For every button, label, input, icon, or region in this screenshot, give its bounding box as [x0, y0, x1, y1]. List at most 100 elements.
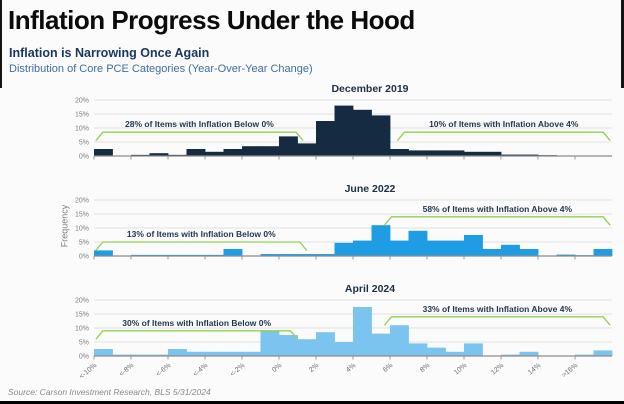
- bar: [168, 349, 187, 356]
- bar: [464, 235, 483, 256]
- x-tick-label: <-8%: [118, 362, 135, 378]
- y-tick-label: 20%: [75, 198, 89, 205]
- bar: [519, 249, 539, 256]
- y-tick-label: 15%: [75, 212, 89, 219]
- chart-panel: June 2022 0% 5% 10% 15% 20% 13% of Items with …: [58, 183, 618, 269]
- bar: [408, 150, 428, 156]
- bar: [593, 350, 613, 356]
- chart-description: Distribution of Core PCE Categories (Yea…: [9, 63, 313, 75]
- annotation-bracket: [95, 241, 308, 251]
- annotation-bracket: [383, 316, 611, 326]
- bar: [316, 121, 335, 156]
- x-tick-label: 2%: [308, 362, 320, 374]
- bar: [353, 240, 372, 256]
- y-tick-label: 5%: [79, 140, 89, 147]
- bar: [112, 354, 132, 356]
- bar: [556, 254, 576, 256]
- x-tick-label: <-4%: [192, 362, 209, 378]
- annotation-label: 33% of Items with Inflation Above 4%: [423, 304, 573, 314]
- bar: [575, 354, 594, 356]
- left-edge-artifact: [0, 0, 2, 88]
- bar: [464, 343, 483, 356]
- bar: [297, 339, 317, 356]
- chart-panel: April 2024 0% 5% 10% 15% 20% <-10% <-8% <-6% <-4%…: [58, 283, 618, 401]
- bar: [260, 146, 280, 156]
- x-tick-label: 4%: [345, 362, 357, 374]
- x-tick-label: 14%: [527, 362, 542, 376]
- bottom-edge-artifact: [0, 401, 624, 404]
- bar: [445, 240, 465, 256]
- bar: [149, 153, 169, 156]
- y-tick-label: 20%: [75, 298, 89, 305]
- bar: [353, 109, 372, 156]
- y-tick-label: 20%: [75, 98, 89, 105]
- bar: [223, 249, 243, 256]
- annotation-bracket: [95, 131, 304, 142]
- bar: [205, 151, 224, 156]
- y-tick-label: 10%: [75, 326, 89, 333]
- bar: [94, 349, 113, 356]
- y-tick-label: 0%: [79, 254, 89, 261]
- bar: [408, 343, 428, 356]
- bar: [445, 351, 465, 356]
- panel-title: June 2022: [344, 183, 396, 195]
- bar: [242, 146, 261, 156]
- bar: [427, 150, 446, 156]
- bar: [482, 151, 502, 156]
- bar: [316, 332, 335, 356]
- y-tick-label: 15%: [75, 312, 89, 319]
- annotation-label: 30% of Items with Inflation Below 0%: [122, 318, 271, 328]
- histogram-december-2019: 0% 5% 10% 15% 20% 28% of Items with Inflation…: [75, 98, 612, 161]
- panel-title: December 2019: [331, 83, 409, 95]
- bar: [501, 354, 520, 356]
- bar: [390, 240, 409, 256]
- x-tick-label: >16%: [561, 362, 579, 379]
- bar: [371, 225, 391, 256]
- x-tick-label: 0%: [271, 362, 283, 374]
- bar: [427, 240, 446, 256]
- annotation-label: 10% of Items with Inflation Above 4%: [429, 119, 579, 129]
- bar: [334, 105, 354, 156]
- bar: [353, 307, 372, 356]
- bar: [334, 342, 354, 356]
- bar: [223, 149, 243, 156]
- bar: [186, 149, 206, 156]
- x-tick-label: 6%: [382, 362, 394, 374]
- bar: [464, 151, 483, 156]
- bar: [260, 330, 280, 356]
- bar: [519, 154, 539, 156]
- annotation-label: 58% of Items with Inflation Above 4%: [423, 204, 573, 214]
- annotation-label: 13% of Items with Inflation Below 0%: [127, 229, 276, 239]
- bar: [316, 254, 335, 256]
- x-tick-label: 8%: [419, 362, 431, 374]
- bar: [223, 351, 243, 356]
- bar: [482, 249, 502, 256]
- y-tick-label: 15%: [75, 112, 89, 119]
- annotation-bracket: [383, 216, 611, 226]
- panel-title: April 2024: [344, 283, 396, 295]
- bar: [94, 149, 113, 156]
- right-edge-artifact: [621, 0, 624, 88]
- histogram-june-2022: 0% 5% 10% 15% 20% 13% of Items with Inflation…: [75, 198, 613, 261]
- bar: [445, 150, 465, 156]
- bar: [297, 254, 317, 256]
- bar: [408, 230, 428, 256]
- bar: [279, 335, 298, 356]
- bar: [242, 351, 261, 356]
- bar: [390, 325, 409, 356]
- bar: [205, 351, 224, 356]
- bar: [297, 143, 317, 156]
- x-tick-label: <-2%: [229, 362, 246, 378]
- histogram-april-2024: 0% 5% 10% 15% 20% <-10% <-8% <-6% <-4% <-2% 0% 2% 4%…: [75, 298, 613, 381]
- charts-area: December 2019 0% 5% 10% 15% 20% 28% of Items w…: [58, 83, 618, 401]
- annotation-label: 28% of Items with Inflation Below 0%: [125, 119, 274, 129]
- bar: [371, 333, 391, 356]
- chart-panel: December 2019 0% 5% 10% 15% 20% 28% of Items w…: [58, 83, 618, 169]
- page-title: Inflation Progress Under the Hood: [8, 5, 415, 35]
- bar: [186, 351, 206, 356]
- annotation-bracket: [95, 330, 298, 340]
- x-tick-label: 12%: [490, 362, 505, 376]
- y-tick-label: 5%: [79, 340, 89, 347]
- bar: [501, 244, 520, 256]
- bar: [390, 149, 409, 156]
